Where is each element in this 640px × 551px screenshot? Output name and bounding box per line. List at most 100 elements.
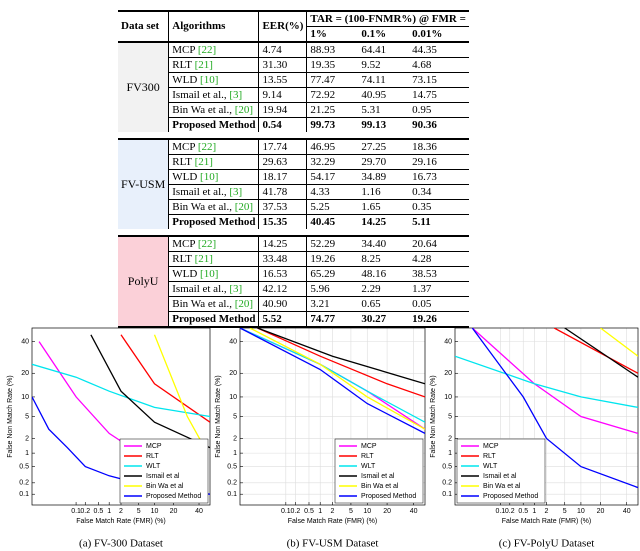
x-tick-label: 1 bbox=[532, 508, 536, 515]
det-curve bbox=[90, 334, 210, 449]
table-row: Proposed Method 5.52 74.77 30.27 19.26 bbox=[118, 311, 469, 328]
y-tick-label: 5 bbox=[233, 413, 237, 420]
eer-cell: 31.30 bbox=[258, 57, 308, 73]
table-row: FV300 MCP [22] 4.74 88.93 64.41 44.35 bbox=[118, 41, 469, 132]
header-cell: Data set bbox=[118, 10, 170, 42]
x-tick-label: 0.1 bbox=[71, 508, 81, 515]
legend-label: Proposed Method bbox=[146, 493, 201, 500]
citation: [20] bbox=[234, 200, 254, 213]
tar-cell: 65.29 bbox=[306, 266, 359, 282]
citation: [22] bbox=[197, 140, 217, 153]
eer-cell: 18.17 bbox=[258, 169, 308, 185]
y-tick-label: 10 bbox=[21, 394, 29, 401]
legend-label: Ismail et al bbox=[146, 473, 180, 480]
tar-cell: 72.92 bbox=[306, 87, 359, 103]
citation: [21] bbox=[194, 58, 213, 71]
det-curve bbox=[153, 334, 206, 449]
y-tick-label: 2 bbox=[233, 435, 237, 442]
tar-cell: 30.27 bbox=[358, 311, 410, 328]
tar-cell: 2.29 bbox=[358, 281, 410, 297]
tar-cell: 29.16 bbox=[409, 154, 469, 170]
table-row: RLT [21] 31.30 19.35 9.52 4.68 bbox=[118, 57, 469, 73]
citation: [3] bbox=[229, 282, 243, 295]
dataset-cell: FV300 bbox=[118, 41, 170, 132]
tar-cell: 19.26 bbox=[409, 311, 469, 328]
x-tick-label: 1 bbox=[318, 508, 322, 515]
citation: [3] bbox=[229, 88, 243, 101]
tar-cell: 54.17 bbox=[306, 169, 359, 185]
legend-label: WLT bbox=[483, 463, 498, 470]
y-tick-label: 0.5 bbox=[227, 463, 237, 470]
table-row: RLT [21] 29.63 32.29 29.70 29.16 bbox=[118, 154, 469, 170]
det-curve bbox=[120, 334, 210, 423]
eer-cell: 9.14 bbox=[258, 87, 308, 103]
tar-cell: 0.95 bbox=[409, 102, 469, 118]
x-axis-label: False Match Rate (FMR) (%) bbox=[76, 518, 165, 525]
algorithm-cell: Proposed Method bbox=[168, 214, 260, 229]
y-tick-label: 1 bbox=[233, 450, 237, 457]
y-tick-label: 2 bbox=[25, 435, 29, 442]
table-row: RLT [21] 33.48 19.26 8.25 4.28 bbox=[118, 251, 469, 267]
legend-box bbox=[334, 438, 424, 504]
tar-cell: 21.25 bbox=[306, 102, 359, 118]
tar-cell: 52.29 bbox=[306, 235, 359, 252]
algorithm-cell: MCP [22] bbox=[168, 41, 260, 58]
algorithm-name: MCP bbox=[172, 237, 196, 250]
legend-label: RLT bbox=[483, 453, 496, 460]
header-cell: 0.01% bbox=[409, 26, 469, 42]
header-cell: EER(%) bbox=[258, 10, 308, 42]
eer-cell: 42.12 bbox=[258, 281, 308, 297]
algorithm-cell: MCP [22] bbox=[168, 138, 260, 155]
tar-cell: 5.31 bbox=[358, 102, 410, 118]
citation: [21] bbox=[194, 155, 213, 168]
y-tick-label: 20 bbox=[229, 370, 237, 377]
det-curve bbox=[471, 328, 638, 489]
tar-cell: 14.25 bbox=[358, 214, 410, 229]
eer-cell: 17.74 bbox=[258, 138, 308, 155]
legend-label: Ismail et al bbox=[483, 473, 517, 480]
algorithm-cell: Proposed Method bbox=[168, 117, 260, 132]
algorithm-cell: Ismail et al., [3] bbox=[168, 184, 260, 200]
algorithm-cell: Bin Wa et al., [20] bbox=[168, 296, 260, 312]
citation: [20] bbox=[234, 297, 254, 310]
table-row: Ismail et al., [3] 41.78 4.33 1.16 0.34 bbox=[118, 184, 469, 200]
y-tick-label: 40 bbox=[21, 338, 29, 345]
tar-cell: 99.73 bbox=[306, 117, 359, 132]
curves bbox=[455, 328, 638, 489]
table-row: Ismail et al., [3] 42.12 5.96 2.29 1.37 bbox=[118, 281, 469, 297]
algorithm-name: MCP bbox=[172, 140, 196, 153]
tar-cell: 77.47 bbox=[306, 72, 359, 88]
det-curve bbox=[564, 328, 638, 378]
algorithm-cell: Bin Wa et al., [20] bbox=[168, 102, 260, 118]
y-tick-label: 0.2 bbox=[227, 480, 237, 487]
algorithm-name: MCP bbox=[172, 43, 196, 56]
tar-cell: 5.25 bbox=[306, 199, 359, 215]
algorithm-name: WLD bbox=[172, 73, 198, 86]
caption: (c) FV-PolyU Dataset bbox=[499, 538, 595, 550]
y-tick-label: 0.1 bbox=[442, 491, 452, 498]
x-tick-label: 0.5 bbox=[304, 508, 314, 515]
tar-cell: 1.65 bbox=[358, 199, 410, 215]
citation: [20] bbox=[234, 103, 254, 116]
header-cell: 0.1% bbox=[358, 26, 410, 42]
algorithm-cell: WLD [10] bbox=[168, 72, 260, 88]
x-tick-label: 40 bbox=[410, 508, 418, 515]
legend-label: Proposed Method bbox=[361, 493, 416, 500]
tar-cell: 16.73 bbox=[409, 169, 469, 185]
tar-cell: 32.29 bbox=[306, 154, 359, 170]
tar-cell: 74.77 bbox=[306, 311, 359, 328]
x-tick-label: 10 bbox=[577, 508, 585, 515]
tar-cell: 5.96 bbox=[306, 281, 359, 297]
tar-cell: 0.34 bbox=[409, 184, 469, 200]
legend-label: WLT bbox=[146, 463, 161, 470]
legend-label: WLT bbox=[361, 463, 376, 470]
tar-cell: 44.35 bbox=[409, 41, 469, 58]
algorithm-cell: MCP [22] bbox=[168, 235, 260, 252]
eer-cell: 41.78 bbox=[258, 184, 308, 200]
algorithm-name: Proposed Method bbox=[172, 312, 256, 325]
x-tick-label: 0.2 bbox=[80, 508, 90, 515]
tar-cell: 5.11 bbox=[409, 214, 469, 229]
y-tick-label: 2 bbox=[448, 435, 452, 442]
table-row: WLD [10] 16.53 65.29 48.16 38.53 bbox=[118, 266, 469, 282]
